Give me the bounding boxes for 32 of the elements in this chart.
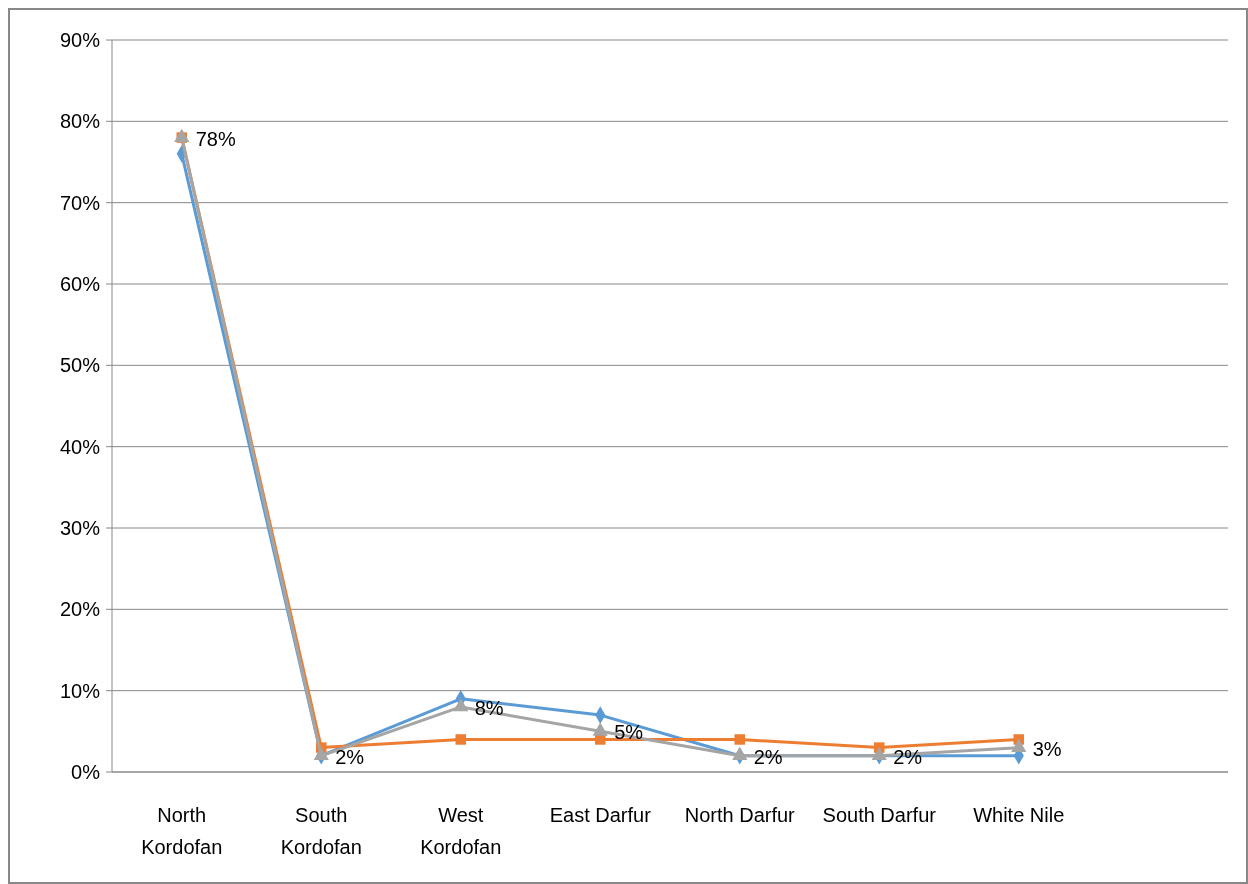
x-tick-label: East Darfur [549, 804, 652, 826]
y-tick-label: 0% [71, 761, 101, 783]
x-tick-label: West Kordofan [420, 804, 502, 858]
point [313, 746, 329, 761]
data-label: 78% [195, 127, 236, 150]
x-tick-label: North Darfur [684, 804, 796, 826]
y-tick-label: 10% [59, 679, 101, 702]
y-tick-label: 90% [59, 29, 101, 51]
y-tick-label: 20% [59, 598, 101, 621]
data-label: 2% [753, 745, 783, 768]
y-tick-label: 40% [59, 435, 101, 458]
y-tick-label: 50% [59, 354, 101, 377]
x-tick-label: White Nile [973, 804, 1065, 826]
y-tick-label: 80% [59, 110, 101, 133]
data-label: 2% [893, 745, 923, 768]
data-label: 5% [614, 721, 644, 744]
point [1011, 738, 1027, 752]
point [455, 734, 466, 745]
x-tick-label: South Kordofan [280, 804, 362, 858]
point [734, 734, 745, 745]
point [732, 746, 748, 761]
y-tick-label: 30% [59, 517, 101, 539]
y-tick-label: 70% [59, 191, 101, 214]
point [453, 698, 469, 712]
x-tick-label: North Kordofan [141, 804, 223, 858]
y-tick-label: 60% [59, 273, 101, 295]
x-tick-label: South Darfur [822, 804, 937, 826]
data-label: 3% [1032, 737, 1062, 760]
data-label: 8% [474, 696, 504, 719]
point [592, 722, 608, 736]
point [871, 746, 887, 761]
data-label: 2% [335, 745, 365, 768]
